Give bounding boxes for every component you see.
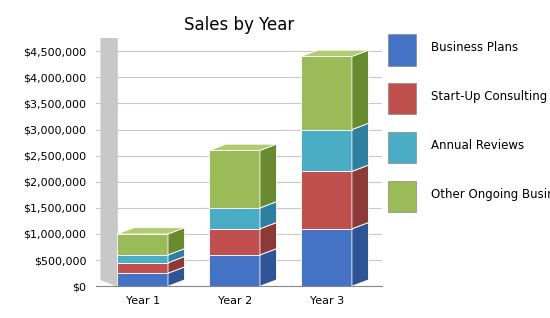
Polygon shape bbox=[101, 32, 117, 286]
Polygon shape bbox=[301, 50, 368, 56]
Polygon shape bbox=[168, 267, 185, 286]
Polygon shape bbox=[210, 249, 277, 255]
Polygon shape bbox=[260, 223, 277, 255]
Polygon shape bbox=[210, 202, 277, 208]
Text: Start-Up Consulting: Start-Up Consulting bbox=[431, 90, 547, 103]
Polygon shape bbox=[117, 234, 168, 255]
Polygon shape bbox=[210, 150, 260, 208]
FancyBboxPatch shape bbox=[388, 34, 416, 66]
Polygon shape bbox=[301, 165, 368, 171]
Polygon shape bbox=[117, 228, 185, 234]
Polygon shape bbox=[260, 249, 277, 286]
Text: Business Plans: Business Plans bbox=[431, 41, 518, 54]
Polygon shape bbox=[117, 273, 168, 286]
Polygon shape bbox=[301, 229, 352, 286]
Text: Annual Reviews: Annual Reviews bbox=[431, 139, 524, 152]
Polygon shape bbox=[260, 144, 277, 208]
Polygon shape bbox=[117, 255, 168, 263]
Polygon shape bbox=[210, 144, 277, 150]
Polygon shape bbox=[168, 228, 185, 255]
Polygon shape bbox=[301, 56, 352, 129]
Polygon shape bbox=[117, 249, 185, 255]
Polygon shape bbox=[117, 256, 185, 263]
Polygon shape bbox=[210, 280, 277, 286]
Polygon shape bbox=[352, 165, 368, 229]
Polygon shape bbox=[301, 129, 352, 171]
Polygon shape bbox=[301, 171, 352, 229]
Polygon shape bbox=[352, 223, 368, 286]
Polygon shape bbox=[301, 223, 368, 229]
Polygon shape bbox=[117, 280, 185, 286]
Polygon shape bbox=[260, 202, 277, 229]
Polygon shape bbox=[301, 280, 368, 286]
FancyBboxPatch shape bbox=[388, 132, 416, 163]
Polygon shape bbox=[352, 123, 368, 171]
Polygon shape bbox=[352, 50, 368, 129]
Title: Sales by Year: Sales by Year bbox=[184, 16, 294, 34]
Text: Other Ongoing Business Consu: Other Ongoing Business Consu bbox=[431, 188, 550, 201]
Polygon shape bbox=[210, 223, 277, 229]
FancyBboxPatch shape bbox=[388, 83, 416, 114]
Polygon shape bbox=[301, 123, 368, 129]
Polygon shape bbox=[210, 255, 260, 286]
Polygon shape bbox=[210, 208, 260, 229]
Polygon shape bbox=[168, 256, 185, 273]
Polygon shape bbox=[168, 249, 185, 263]
FancyBboxPatch shape bbox=[388, 181, 416, 212]
Polygon shape bbox=[117, 263, 168, 273]
Polygon shape bbox=[210, 229, 260, 255]
Polygon shape bbox=[117, 267, 185, 273]
